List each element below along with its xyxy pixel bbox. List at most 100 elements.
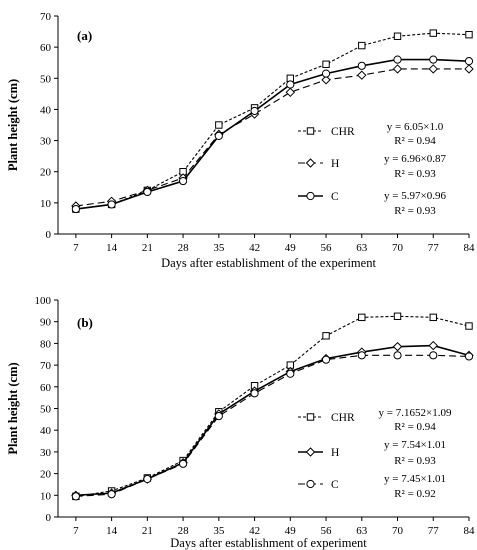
- chart1-y-tick-label: 80: [40, 338, 52, 350]
- chart1-series-c-point: [250, 389, 259, 398]
- chart0-y-axis-label: Plant height (cm): [6, 79, 20, 171]
- chart1-y-tick-label: 30: [40, 447, 52, 459]
- chart1-x-tick-label: 49: [285, 525, 297, 537]
- chart0-y-tick-label: 50: [40, 73, 52, 85]
- chart1-r-squared: R² = 0.94: [394, 421, 436, 433]
- chart0-y-tick-label: 40: [40, 104, 52, 116]
- chart0-series-chr-point: [429, 29, 437, 37]
- chart0-x-tick-label: 70: [392, 242, 404, 254]
- chart1-y-tick-label: 60: [40, 382, 52, 394]
- chart1-series-c-point: [143, 474, 152, 484]
- chart1-x-tick-label: 70: [392, 525, 404, 537]
- chart0-series-h-point: [392, 64, 403, 74]
- chart1-y-axis-label: Plant height (cm): [6, 362, 20, 454]
- chart0-series-h-point: [321, 75, 331, 85]
- chart1-series-h-point: [428, 340, 438, 351]
- chart0-legend-label: H: [331, 158, 339, 170]
- chart0-x-tick-label: 7: [73, 242, 79, 254]
- chart0-series-chr-point: [465, 30, 473, 39]
- chart0-series-c-point: [214, 131, 223, 140]
- chart1-series-h-point: [392, 341, 403, 352]
- chart0-legend-marker-h: [305, 158, 316, 168]
- chart0-series-c-point: [357, 61, 366, 70]
- chart1-series-c-point: [357, 351, 366, 360]
- chart0-y-tick-label: 60: [40, 42, 52, 54]
- chart0-series-c-point: [143, 187, 152, 197]
- chart0-series-c-point: [178, 176, 188, 186]
- chart1-series-c-point: [321, 355, 331, 364]
- chart1-series-c-point: [464, 352, 474, 361]
- chart0-equation: y = 6.05×1.0: [387, 121, 444, 133]
- chart0-r-squared: R² = 0.93: [394, 205, 436, 217]
- chart1-y-tick-label: 10: [40, 490, 52, 502]
- chart0-series-chr-point: [358, 41, 366, 50]
- chart0-series-c-point: [250, 106, 259, 116]
- chart1-y-tick-label: 70: [40, 360, 52, 372]
- chart0-x-axis-label: Days after establishment of the experime…: [161, 256, 376, 270]
- chart0-series-h-line: [75, 68, 469, 207]
- chart1-series-c-line: [75, 354, 470, 497]
- chart1-legend-label: CHR: [331, 412, 355, 424]
- chart0-series-c-point: [321, 69, 331, 78]
- chart1-series-chr-point: [465, 322, 473, 330]
- chart1-series-c-point: [107, 490, 116, 499]
- chart0-y-tick-label: 10: [40, 198, 52, 210]
- chart1-panel-label: (b): [77, 315, 93, 330]
- chart0-series-chr-line: [75, 32, 470, 210]
- chart0-series-c-line: [75, 58, 470, 210]
- chart0-x-tick-label: 63: [356, 242, 368, 254]
- chart0-series-h-point: [357, 70, 367, 80]
- chart1-x-tick-label: 21: [142, 525, 153, 537]
- chart0-r-squared: R² = 0.94: [394, 135, 436, 147]
- chart0-series-c-point: [393, 55, 402, 64]
- chart0-series-c-point: [464, 57, 474, 66]
- chart0-legend-label: CHR: [331, 126, 355, 138]
- chart1-series-chr-line: [75, 315, 470, 497]
- chart0-legend-marker-c: [306, 191, 315, 201]
- chart1-x-tick-label: 84: [464, 525, 476, 537]
- chart1-series-c-point: [286, 369, 295, 378]
- chart0-series-chr-point: [215, 121, 223, 129]
- chart1-equation: y = 7.1652×1.09: [379, 407, 452, 419]
- chart1-legend-label: H: [331, 447, 339, 459]
- chart1-y-tick-label: 50: [40, 404, 52, 416]
- chart1-x-tick-label: 14: [106, 525, 118, 537]
- chart0-series-c-point: [107, 200, 116, 209]
- chart0-series-c-point: [429, 55, 438, 64]
- chart1-legend-label: C: [331, 479, 339, 491]
- chart1-x-tick-label: 56: [321, 525, 333, 537]
- chart0-x-tick-label: 42: [249, 242, 260, 254]
- chart0-series-h-point: [285, 87, 296, 98]
- chart1-equation: y = 7.54×1.01: [384, 439, 446, 451]
- chart0-equation: y = 6.96×0.87: [384, 153, 446, 165]
- chart0-y-tick-label: 30: [40, 136, 52, 148]
- chart1-series-chr-point: [322, 332, 330, 340]
- chart0-panel-label: (a): [77, 28, 92, 43]
- chart1-y-tick-label: 100: [35, 295, 52, 307]
- chart1-x-tick-label: 35: [213, 525, 225, 537]
- chart0-y-tick-label: 0: [46, 229, 52, 241]
- chart1-legend-marker-h: [305, 447, 316, 457]
- chart1-series-chr-point: [358, 313, 366, 322]
- chart0-x-tick-label: 77: [428, 242, 440, 254]
- chart1-series-c-point: [178, 459, 188, 468]
- chart1-y-tick-label: 90: [40, 317, 52, 329]
- chart1-legend-marker-c: [306, 479, 315, 489]
- chart0-r-squared: R² = 0.93: [394, 168, 436, 180]
- chart1-r-squared: R² = 0.93: [394, 455, 436, 467]
- chart0-x-tick-label: 56: [321, 242, 333, 254]
- chart1-equation: y = 7.45×1.01: [384, 473, 446, 485]
- chart0-x-tick-label: 49: [285, 242, 297, 254]
- chart0-equation: y = 5.97×0.96: [384, 190, 446, 202]
- chart0-series-h-point: [428, 64, 438, 74]
- chart0-x-tick-label: 21: [142, 242, 153, 254]
- chart0-series-c-point: [71, 204, 80, 214]
- chart0-x-tick-label: 28: [178, 242, 190, 254]
- chart0-x-tick-label: 14: [106, 242, 118, 254]
- chart0-x-tick-label: 84: [464, 242, 476, 254]
- chart1-x-tick-label: 77: [428, 525, 440, 537]
- chart0-legend-marker-chr: [306, 127, 315, 135]
- chart1-series-chr-point: [429, 313, 437, 322]
- chart1-y-tick-label: 0: [46, 512, 52, 524]
- chart1-series-c-point: [429, 351, 438, 360]
